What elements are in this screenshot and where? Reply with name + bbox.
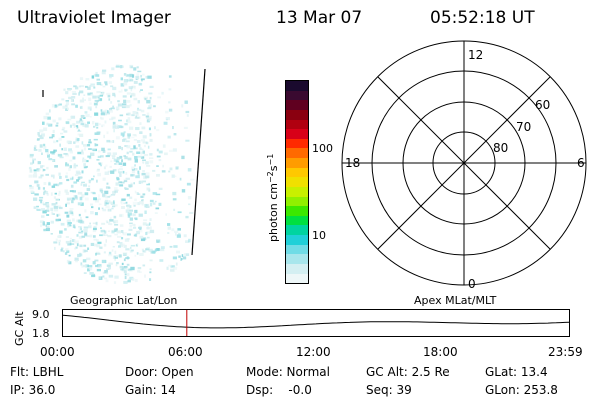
colorbar-band-4 [286,119,308,130]
polar-label-left: 18 [345,156,360,170]
polar-ring-label-80: 80 [493,141,508,155]
timeline-tick-3: 18:00 [423,345,458,359]
svg-text:photon cm−2s−1: photon cm−2s−1 [266,154,280,242]
polar-label-top: 12 [468,48,483,62]
colorbar-band-10 [286,177,308,187]
colorbar-band-13 [286,206,308,216]
colorbar-band-18 [286,254,308,264]
date-label: 13 Mar 07 [276,8,363,28]
polar-ring-label-60: 60 [535,98,550,112]
colorbar-band-11 [286,186,308,197]
polar-ring-label-70: 70 [516,120,531,134]
polar-diagonal-2 [377,76,551,250]
colorbar-band-9 [286,167,308,178]
timeline-plot [62,309,570,337]
colorbar-band-16 [286,235,308,245]
colorbar-band-1 [286,90,308,101]
colorbar-band-5 [286,129,308,139]
polar-plot: 12 18 6 0 60 70 80 [341,40,587,291]
timeline-ymin: 1.8 [32,327,50,340]
colorbar-band-19 [286,263,308,274]
colorbar-band-12 [286,196,308,207]
polar-label-bottom: 0 [468,277,476,291]
status-flt: Flt: LBHL [10,365,64,379]
timeline-frame [62,309,570,337]
colorbar-band-7 [286,148,308,158]
status-dsp: Dsp: -0.0 [246,383,312,397]
status-mode: Mode: Normal [246,365,330,379]
timeline-tick-1: 06:00 [168,345,203,359]
status-door: Door: Open [125,365,194,379]
colorbar-tick-100: 100 [312,142,333,155]
timeline-axis-label: GC Alt [13,311,26,346]
colorbar-tick-10: 10 [312,229,326,242]
colorbar-band-0 [286,81,308,91]
status-gcalt: GC Alt: 2.5 Re [366,365,450,379]
terminator-line [191,68,206,256]
timeline-tick-0: 00:00 [40,345,75,359]
timeline-altitude-curve [62,314,570,329]
colorbar-band-8 [286,158,308,168]
app-title: Ultraviolet Imager [17,8,171,28]
timeline-left-label: Geographic Lat/Lon [70,294,178,307]
polar-label-right: 6 [577,156,585,170]
status-seq: Seq: 39 [366,383,412,397]
colorbar-band-17 [286,244,308,255]
colorbar-band-14 [286,215,308,226]
colorbar-band-2 [286,100,308,110]
timeline-tick-4: 23:59 [548,345,583,359]
aurora-speckles [28,64,195,284]
timeline-ymax: 9.0 [32,308,50,321]
colorbar-band-6 [286,138,308,149]
timeline-tick-2: 12:00 [296,345,331,359]
earth-image [28,64,206,284]
timeline-right-label: Apex MLat/MLT [414,294,497,307]
status-gain: Gain: 14 [125,383,176,397]
status-ip: IP: 36.0 [10,383,56,397]
status-glon: GLon: 253.8 [485,383,558,397]
time-label: 05:52:18 UT [430,8,535,28]
svg-text:GC Alt: GC Alt [13,311,26,346]
colorbar-band-15 [286,225,308,235]
colorbar-unit-label: photon cm−2s−1 [266,154,280,242]
status-glat: GLat: 13.4 [485,365,548,379]
colorbar-band-20 [286,273,308,284]
colorbar [285,80,309,284]
colorbar-band-3 [286,109,308,120]
